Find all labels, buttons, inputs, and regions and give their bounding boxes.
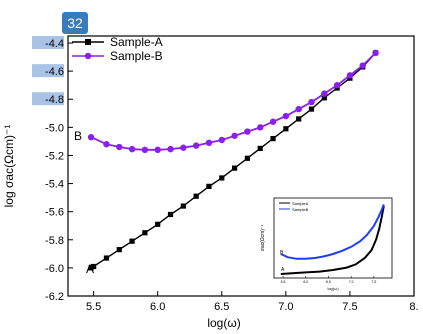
main-plot-frame — [67, 35, 415, 297]
data-point-sample-a — [193, 193, 199, 199]
data-point-sample-a — [308, 106, 315, 112]
data-point-sample-b — [308, 98, 315, 106]
legend-label-sample-b: Sample-B — [110, 49, 163, 63]
data-point-sample-a — [206, 183, 212, 189]
data-point-sample-a — [244, 155, 251, 161]
inset-y-axis-title: σac(Ωcm)⁻¹ — [260, 224, 266, 251]
legend-marker-sample-b — [84, 52, 92, 60]
main-axis-ticks: 5.5 6.0 6.5 7.0 7.5 8. -4.4 -4.6 -4.8 -5.0 -5.2 -5.… — [32, 36, 419, 313]
y-axis-title: log σac(Ωcm)⁻¹ — [2, 125, 16, 208]
inset-x-tick-label: 5.5 — [281, 280, 286, 284]
data-point-sample-a — [321, 95, 327, 101]
y-tick-label: -4.6 — [45, 66, 64, 78]
data-point-sample-b — [180, 144, 187, 151]
y-tick-label: -4.8 — [45, 94, 64, 106]
data-point-sample-a — [257, 145, 263, 152]
inset-x-tick-label: 7.0 — [349, 280, 354, 284]
x-tick-label: 7.0 — [278, 301, 293, 313]
data-point-sample-a — [91, 263, 97, 270]
y-tick-highlight — [32, 36, 64, 50]
data-point-sample-b — [295, 105, 302, 113]
inset-frame — [273, 197, 393, 279]
data-point-sample-b — [231, 132, 238, 139]
data-point-sample-b — [372, 49, 379, 57]
y-tick-label: -6.0 — [45, 263, 64, 275]
legend-marker-sample-a — [85, 39, 91, 45]
annotation-b: B — [74, 129, 82, 143]
data-point-sample-b — [269, 118, 277, 125]
y-tick-label: -5.6 — [45, 207, 64, 219]
figure-number-badge: 32 — [62, 12, 88, 34]
main-legend: Sample-A Sample-B — [72, 35, 163, 63]
inset-series-line-a — [280, 205, 385, 275]
data-point-sample-b — [192, 142, 200, 149]
data-point-sample-b — [359, 62, 366, 69]
data-point-sample-a — [103, 255, 110, 261]
x-tick-label: 8. — [409, 301, 418, 313]
y-tick-label: -6.2 — [45, 291, 64, 303]
inset-annotation-a: A — [281, 267, 285, 273]
data-point-sample-b — [333, 81, 341, 89]
y-tick-label: -5.2 — [45, 150, 64, 162]
data-point-sample-a — [296, 116, 302, 122]
x-tick-label: 6.5 — [214, 301, 229, 313]
data-point-sample-a — [129, 238, 135, 244]
inset-x-axis-title: log(ω) — [327, 286, 339, 291]
data-point-sample-b — [116, 143, 123, 151]
inset-series-layer — [280, 204, 385, 275]
y-tick-label: -5.0 — [45, 122, 64, 134]
legend-label-sample-a: Sample-A — [110, 35, 163, 49]
data-point-sample-b — [205, 139, 213, 147]
inset-legend-label-b: SampleB — [292, 207, 309, 212]
data-point-sample-b — [128, 145, 136, 153]
x-tick-label: 6.0 — [150, 301, 165, 313]
y-tick-label: -5.4 — [45, 179, 64, 191]
data-point-sample-a — [219, 175, 225, 181]
data-point-sample-b — [167, 145, 174, 153]
y-tick-label: -5.8 — [45, 235, 64, 247]
y-tick-label: -4.4 — [45, 38, 64, 50]
inset-x-tick-label: 7.5 — [371, 280, 376, 284]
data-point-sample-a — [142, 230, 148, 236]
y-tick-highlight — [32, 92, 64, 106]
main-series-layer — [87, 49, 379, 271]
data-point-sample-b — [346, 72, 354, 79]
data-point-sample-b — [154, 146, 161, 154]
x-tick-label: 5.5 — [86, 301, 101, 313]
data-point-sample-b — [321, 90, 328, 97]
data-point-sample-b — [244, 128, 251, 135]
inset-legend-label-a: SampleA — [292, 201, 309, 206]
data-point-sample-b — [141, 146, 149, 154]
data-point-sample-a — [155, 221, 161, 227]
inset-x-tick-label: 6.5 — [326, 280, 331, 284]
data-point-sample-a — [231, 165, 238, 171]
inset-x-tick-label: 6.0 — [303, 280, 308, 284]
inset-annotation-b: B — [280, 250, 284, 256]
x-tick-label: 7.5 — [342, 301, 357, 313]
data-point-sample-b — [103, 141, 110, 148]
data-point-sample-a — [270, 135, 276, 142]
data-point-sample-a — [180, 203, 186, 209]
inset-axis-ticks: 5.5 6.0 6.5 7.0 7.5 — [281, 276, 376, 284]
inset-chart: 5.5 6.0 6.5 7.0 7.5 A B SampleA SampleB σac(… — [260, 197, 393, 291]
x-axis-title: log(ω) — [207, 316, 240, 330]
data-point-sample-b — [282, 112, 290, 120]
data-point-sample-a — [283, 126, 289, 132]
inset-series-line-b — [280, 204, 385, 260]
y-tick-highlight — [32, 64, 64, 78]
data-point-sample-b — [218, 136, 225, 144]
data-point-sample-a — [116, 247, 122, 253]
data-point-sample-b — [87, 133, 95, 141]
data-point-sample-b — [257, 124, 264, 131]
data-point-sample-a — [167, 211, 174, 218]
annotation-a: A — [86, 262, 94, 276]
